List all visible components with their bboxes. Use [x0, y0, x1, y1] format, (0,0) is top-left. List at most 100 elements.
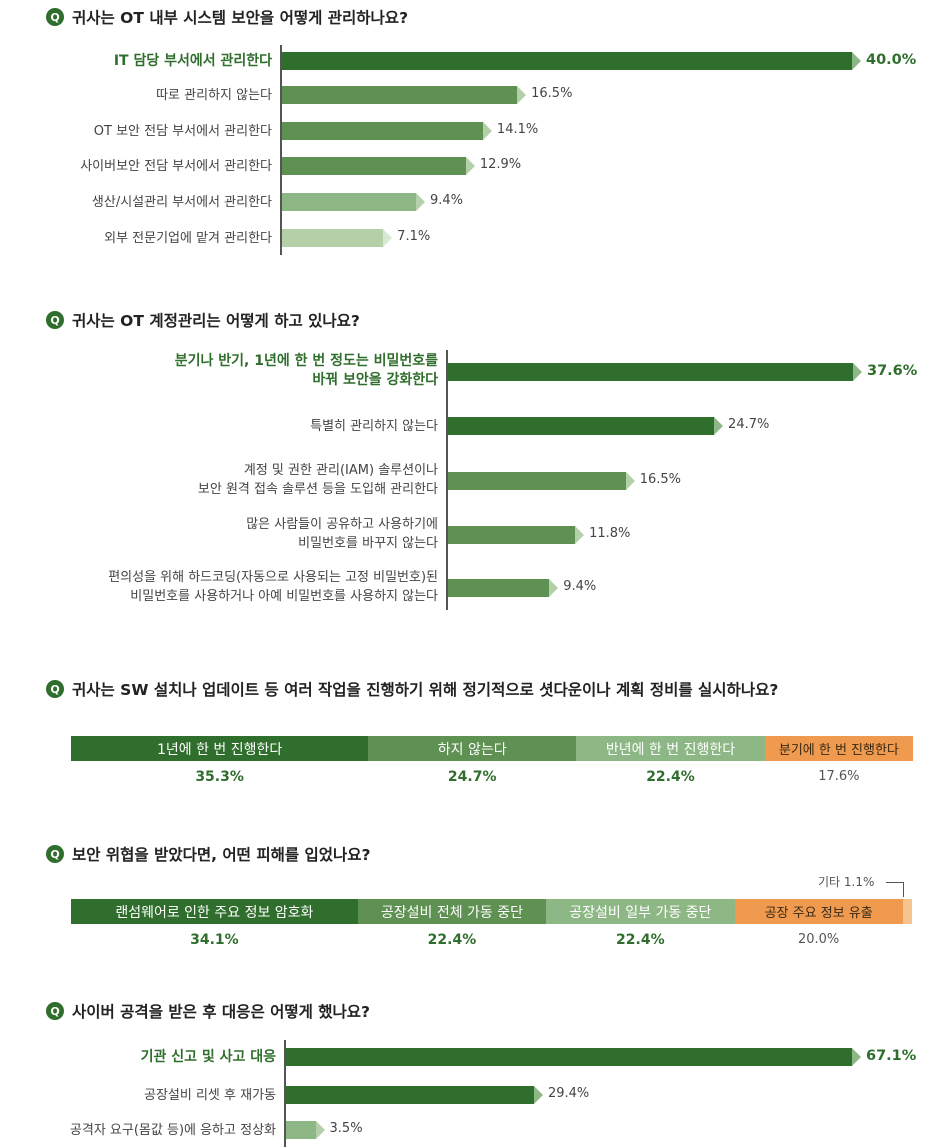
segment-value: 22.4% — [646, 769, 695, 785]
segment-3: 분기에 한 번 진행한다 — [764, 736, 913, 761]
value-label: 29.4% — [547, 1086, 590, 1101]
bar-tip-3 — [465, 157, 475, 175]
value-label: 37.6% — [867, 363, 918, 379]
category-label-line: 공장설비 리셋 후 재가동 — [144, 1087, 276, 1103]
bar-3 — [448, 526, 576, 544]
chart-axis — [280, 45, 282, 255]
segment-2: 공장설비 일부 가동 중단 — [546, 899, 735, 924]
bar-2 — [286, 1121, 316, 1139]
segment-value: 22.4% — [427, 932, 477, 948]
segment-label: 1년에 한 번 진행한다 — [156, 741, 283, 758]
value-label: 9.4% — [429, 193, 463, 208]
category-label-line: 보안 원격 접속 솔루션 등을 도입해 관리한다 — [197, 482, 438, 497]
category-label-line: 비밀번호를 사용하거나 아예 비밀번호를 사용하지 않는다 — [130, 589, 438, 604]
question-title: Q 귀사는 OT 계정관리는 어떻게 하고 있나요? — [46, 309, 360, 331]
bar-5 — [282, 229, 384, 247]
segment-3: 공장 주요 정보 유출 — [734, 899, 903, 924]
segment-value: 24.7% — [447, 769, 497, 785]
bar-tip-1 — [517, 86, 527, 104]
bar-tip-2 — [482, 122, 492, 140]
bar-tip-1 — [714, 417, 724, 435]
category-label-line: 비밀번호를 바꾸지 않는다 — [298, 536, 438, 551]
segment-label: 공장 주요 정보 유출 — [764, 906, 873, 921]
other-annotation: 기타 1.1% — [818, 875, 875, 889]
question-text: 사이버 공격을 받은 후 대응은 어떻게 했나요? — [72, 1003, 371, 1021]
category-label: 편의성을 위해 하드코딩(자동으로 사용되는 고정 비밀번호)된 비밀번호를 사용… — [108, 568, 438, 606]
question-title: Q 보안 위협을 받았다면, 어떤 피해를 입었나요? — [46, 843, 371, 865]
question-icon: Q — [46, 680, 64, 698]
question-icon: Q — [46, 8, 64, 26]
category-label-line: 기관 신고 및 사고 대응 — [140, 1048, 276, 1065]
bar-tip-0 — [852, 52, 861, 70]
bar-3 — [282, 157, 466, 175]
category-label-line: 따로 관리하지 않는다 — [156, 87, 272, 103]
category-label-line: 특별히 관리하지 않는다 — [310, 418, 438, 434]
value-label: 14.1% — [496, 122, 539, 137]
value-label: 24.7% — [728, 417, 770, 432]
category-label: 생산/시설관리 부서에서 관리한다 — [92, 193, 272, 212]
value-label: 9.4% — [563, 579, 597, 594]
category-label-line: 생산/시설관리 부서에서 관리한다 — [91, 194, 272, 210]
segment-label: 공장설비 일부 가동 중단 — [569, 904, 712, 921]
bar-4 — [282, 193, 416, 211]
bar-2 — [282, 122, 483, 140]
value-label: 7.1% — [397, 229, 431, 244]
segment-1: 하지 않는다 — [368, 736, 577, 761]
value-label: 11.8% — [589, 526, 631, 541]
bar-tip-2 — [625, 472, 635, 490]
segment-value: 17.6% — [818, 769, 860, 784]
category-label: 특별히 관리하지 않는다 — [310, 417, 438, 436]
question-icon: Q — [46, 311, 64, 329]
category-label: 따로 관리하지 않는다 — [156, 86, 272, 105]
bar-4 — [448, 579, 550, 597]
segment-0: 1년에 한 번 진행한다 — [71, 736, 369, 761]
value-label: 16.5% — [639, 472, 682, 487]
category-label-line: 많은 사람들이 공유하고 사용하기에 — [246, 517, 438, 532]
category-label-line: 공격자 요구(몸값 등)에 응하고 정상화 — [69, 1122, 276, 1138]
category-label-line: OT 보안 전담 부서에서 관리한다 — [93, 123, 272, 139]
value-label: 3.5% — [329, 1121, 363, 1136]
category-label: 사이버보안 전담 부서에서 관리한다 — [80, 157, 272, 176]
value-label: 16.5% — [531, 86, 573, 101]
segment-value: 34.1% — [190, 932, 239, 948]
category-label-line: 계정 및 권한 관리(IAM) 솔루션이나 — [243, 463, 438, 478]
question-text: 귀사는 SW 설치나 업데이트 등 여러 작업을 진행하기 위해 정기적으로 셧… — [72, 681, 779, 699]
segment-label: 반년에 한 번 진행한다 — [605, 741, 736, 758]
bar-tip-5 — [383, 229, 393, 247]
bar-tip-0 — [853, 363, 862, 381]
segment-label: 공장설비 전체 가동 중단 — [380, 904, 524, 921]
question-icon: Q — [46, 1002, 64, 1020]
value-label: 67.1% — [866, 1048, 917, 1064]
question-title: Q 사이버 공격을 받은 후 대응은 어떻게 했나요? — [46, 1000, 370, 1022]
segment-4 — [902, 899, 912, 924]
segment-value: 22.4% — [616, 932, 665, 948]
question-text: 보안 위협을 받았다면, 어떤 피해를 입었나요? — [72, 846, 371, 864]
chart-axis — [446, 350, 448, 610]
category-label: 분기나 반기, 1년에 한 번 정도는 비밀번호를 바꿔 보안을 강화한다 — [175, 352, 438, 390]
category-label: 기관 신고 및 사고 대응 — [141, 1048, 276, 1067]
bar-1 — [282, 86, 518, 104]
value-label: 12.9% — [479, 157, 522, 172]
bar-0 — [282, 52, 852, 70]
bar-1 — [448, 417, 715, 435]
bar-tip-4 — [415, 193, 425, 211]
category-label: 공장설비 리셋 후 재가동 — [144, 1086, 276, 1105]
category-label-line: IT 담당 부서에서 관리한다 — [113, 52, 272, 69]
segment-2: 반년에 한 번 진행한다 — [576, 736, 765, 761]
bar-1 — [286, 1086, 534, 1104]
category-label-line: 분기나 반기, 1년에 한 번 정도는 비밀번호를 — [174, 353, 438, 369]
question-text: 귀사는 OT 내부 시스템 보안을 어떻게 관리하나요? — [72, 9, 409, 27]
segment-value: 20.0% — [797, 932, 840, 947]
bar-0 — [286, 1048, 852, 1066]
category-label-line: 사이버보안 전담 부서에서 관리한다 — [80, 158, 272, 174]
bar-tip-4 — [549, 579, 559, 597]
bar-tip-0 — [852, 1048, 861, 1066]
question-icon: Q — [46, 845, 64, 863]
annotation-leader-line — [886, 882, 904, 897]
segment-label: 하지 않는다 — [437, 741, 507, 758]
segment-0: 랜섬웨어로 인한 주요 정보 암호화 — [71, 899, 358, 924]
bar-0 — [448, 363, 853, 381]
segment-value: 35.3% — [195, 769, 244, 785]
